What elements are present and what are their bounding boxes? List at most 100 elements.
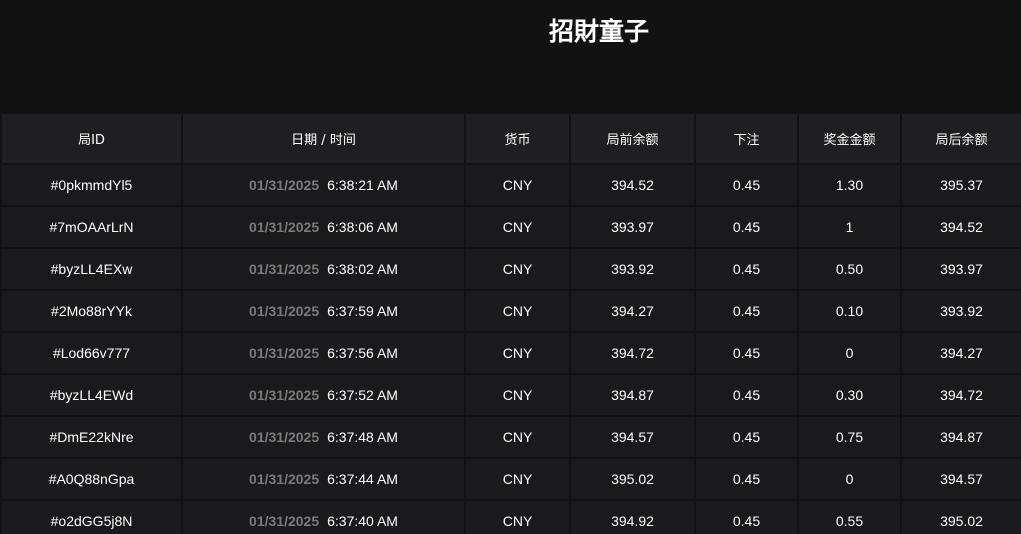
round-id: #o2dGG5j8N bbox=[0, 499, 183, 534]
datetime-cell: 01/31/2025 6:38:21 AM bbox=[181, 163, 466, 207]
history-table: 局ID 日期 / 时间 货币 局前余额 下注 奖金金额 局后余额 #0pkmmdYl5 01/… bbox=[0, 112, 1021, 534]
bet: 0.45 bbox=[694, 373, 799, 417]
currency: CNY bbox=[464, 457, 571, 501]
currency: CNY bbox=[464, 331, 571, 375]
round-id: #A0Q88nGpa bbox=[0, 457, 183, 501]
win-amount: 0.75 bbox=[797, 415, 902, 459]
bet: 0.45 bbox=[694, 499, 799, 534]
datetime-cell: 01/31/2025 6:37:44 AM bbox=[181, 457, 466, 501]
date: 01/31/2025 bbox=[249, 513, 320, 529]
time: 6:37:44 AM bbox=[327, 471, 398, 487]
header-bet: 下注 bbox=[694, 112, 799, 165]
datetime-cell: 01/31/2025 6:38:06 AM bbox=[181, 205, 466, 249]
time: 6:38:06 AM bbox=[327, 219, 398, 235]
win-amount: 1.30 bbox=[797, 163, 902, 207]
date: 01/31/2025 bbox=[249, 471, 320, 487]
time: 6:38:21 AM bbox=[327, 177, 398, 193]
currency: CNY bbox=[464, 289, 571, 333]
header-round-id: 局ID bbox=[0, 112, 183, 165]
table-row[interactable]: #byzLL4EXw 01/31/2025 6:38:02 AM CNY 393.92 0… bbox=[0, 247, 1021, 291]
balance-after: 394.27 bbox=[900, 331, 1021, 375]
time: 6:37:52 AM bbox=[327, 387, 398, 403]
balance-after: 395.02 bbox=[900, 499, 1021, 534]
round-id: #DmE22kNre bbox=[0, 415, 183, 459]
datetime-cell: 01/31/2025 6:37:56 AM bbox=[181, 331, 466, 375]
balance-after: 394.52 bbox=[900, 205, 1021, 249]
win-amount: 0 bbox=[797, 331, 902, 375]
date: 01/31/2025 bbox=[249, 387, 320, 403]
currency: CNY bbox=[464, 205, 571, 249]
round-id: #0pkmmdYl5 bbox=[0, 163, 183, 207]
balance-before: 394.87 bbox=[569, 373, 696, 417]
currency: CNY bbox=[464, 415, 571, 459]
round-id: #byzLL4EWd bbox=[0, 373, 183, 417]
win-amount: 0.50 bbox=[797, 247, 902, 291]
balance-before: 393.97 bbox=[569, 205, 696, 249]
bet: 0.45 bbox=[694, 247, 799, 291]
datetime-cell: 01/31/2025 6:37:40 AM bbox=[181, 499, 466, 534]
header-bar: 招財童子 bbox=[0, 0, 1021, 112]
time: 6:37:59 AM bbox=[327, 303, 398, 319]
balance-before: 393.92 bbox=[569, 247, 696, 291]
table-row[interactable]: #2Mo88rYYk 01/31/2025 6:37:59 AM CNY 394.27 0… bbox=[0, 289, 1021, 333]
table-row[interactable]: #byzLL4EWd 01/31/2025 6:37:52 AM CNY 394.87 0… bbox=[0, 373, 1021, 417]
balance-after: 393.92 bbox=[900, 289, 1021, 333]
bet: 0.45 bbox=[694, 415, 799, 459]
currency: CNY bbox=[464, 163, 571, 207]
currency: CNY bbox=[464, 499, 571, 534]
header-currency: 货币 bbox=[464, 112, 571, 165]
balance-after: 394.72 bbox=[900, 373, 1021, 417]
win-amount: 0.10 bbox=[797, 289, 902, 333]
table-row[interactable]: #0pkmmdYl5 01/31/2025 6:38:21 AM CNY 394.52 0… bbox=[0, 163, 1021, 207]
page-title: 招財童子 bbox=[549, 17, 650, 46]
bet: 0.45 bbox=[694, 331, 799, 375]
table-row[interactable]: #A0Q88nGpa 01/31/2025 6:37:44 AM CNY 395.02 0… bbox=[0, 457, 1021, 501]
time: 6:38:02 AM bbox=[327, 261, 398, 277]
time: 6:37:48 AM bbox=[327, 429, 398, 445]
bet: 0.45 bbox=[694, 289, 799, 333]
currency: CNY bbox=[464, 373, 571, 417]
header-balance-before: 局前余额 bbox=[569, 112, 696, 165]
header-datetime: 日期 / 时间 bbox=[181, 112, 466, 165]
round-id: #Lod66v777 bbox=[0, 331, 183, 375]
balance-after: 394.87 bbox=[900, 415, 1021, 459]
balance-before: 394.92 bbox=[569, 499, 696, 534]
balance-before: 394.27 bbox=[569, 289, 696, 333]
round-id: #7mOAArLrN bbox=[0, 205, 183, 249]
table-row[interactable]: #o2dGG5j8N 01/31/2025 6:37:40 AM CNY 394.92 0… bbox=[0, 499, 1021, 534]
win-amount: 1 bbox=[797, 205, 902, 249]
date: 01/31/2025 bbox=[249, 219, 320, 235]
time: 6:37:56 AM bbox=[327, 345, 398, 361]
balance-after: 395.37 bbox=[900, 163, 1021, 207]
date: 01/31/2025 bbox=[249, 261, 320, 277]
balance-after: 393.97 bbox=[900, 247, 1021, 291]
header-win: 奖金金额 bbox=[797, 112, 902, 165]
balance-after: 394.57 bbox=[900, 457, 1021, 501]
datetime-cell: 01/31/2025 6:37:48 AM bbox=[181, 415, 466, 459]
round-id: #2Mo88rYYk bbox=[0, 289, 183, 333]
time: 6:37:40 AM bbox=[327, 513, 398, 529]
round-id: #byzLL4EXw bbox=[0, 247, 183, 291]
balance-before: 394.52 bbox=[569, 163, 696, 207]
balance-before: 394.72 bbox=[569, 331, 696, 375]
date: 01/31/2025 bbox=[249, 429, 320, 445]
win-amount: 0.55 bbox=[797, 499, 902, 534]
currency: CNY bbox=[464, 247, 571, 291]
datetime-cell: 01/31/2025 6:37:52 AM bbox=[181, 373, 466, 417]
datetime-cell: 01/31/2025 6:37:59 AM bbox=[181, 289, 466, 333]
bet: 0.45 bbox=[694, 457, 799, 501]
date: 01/31/2025 bbox=[249, 345, 320, 361]
table-row[interactable]: #DmE22kNre 01/31/2025 6:37:48 AM CNY 394.57 0… bbox=[0, 415, 1021, 459]
balance-before: 394.57 bbox=[569, 415, 696, 459]
table-row[interactable]: #Lod66v777 01/31/2025 6:37:56 AM CNY 394.72 0… bbox=[0, 331, 1021, 375]
bet: 0.45 bbox=[694, 205, 799, 249]
bet: 0.45 bbox=[694, 163, 799, 207]
win-amount: 0.30 bbox=[797, 373, 902, 417]
balance-before: 395.02 bbox=[569, 457, 696, 501]
table-header: 局ID 日期 / 时间 货币 局前余额 下注 奖金金额 局后余额 bbox=[0, 112, 1021, 165]
date: 01/31/2025 bbox=[249, 303, 320, 319]
win-amount: 0 bbox=[797, 457, 902, 501]
date: 01/31/2025 bbox=[249, 177, 320, 193]
header-balance-after: 局后余额 bbox=[900, 112, 1021, 165]
table-row[interactable]: #7mOAArLrN 01/31/2025 6:38:06 AM CNY 393.97 0… bbox=[0, 205, 1021, 249]
